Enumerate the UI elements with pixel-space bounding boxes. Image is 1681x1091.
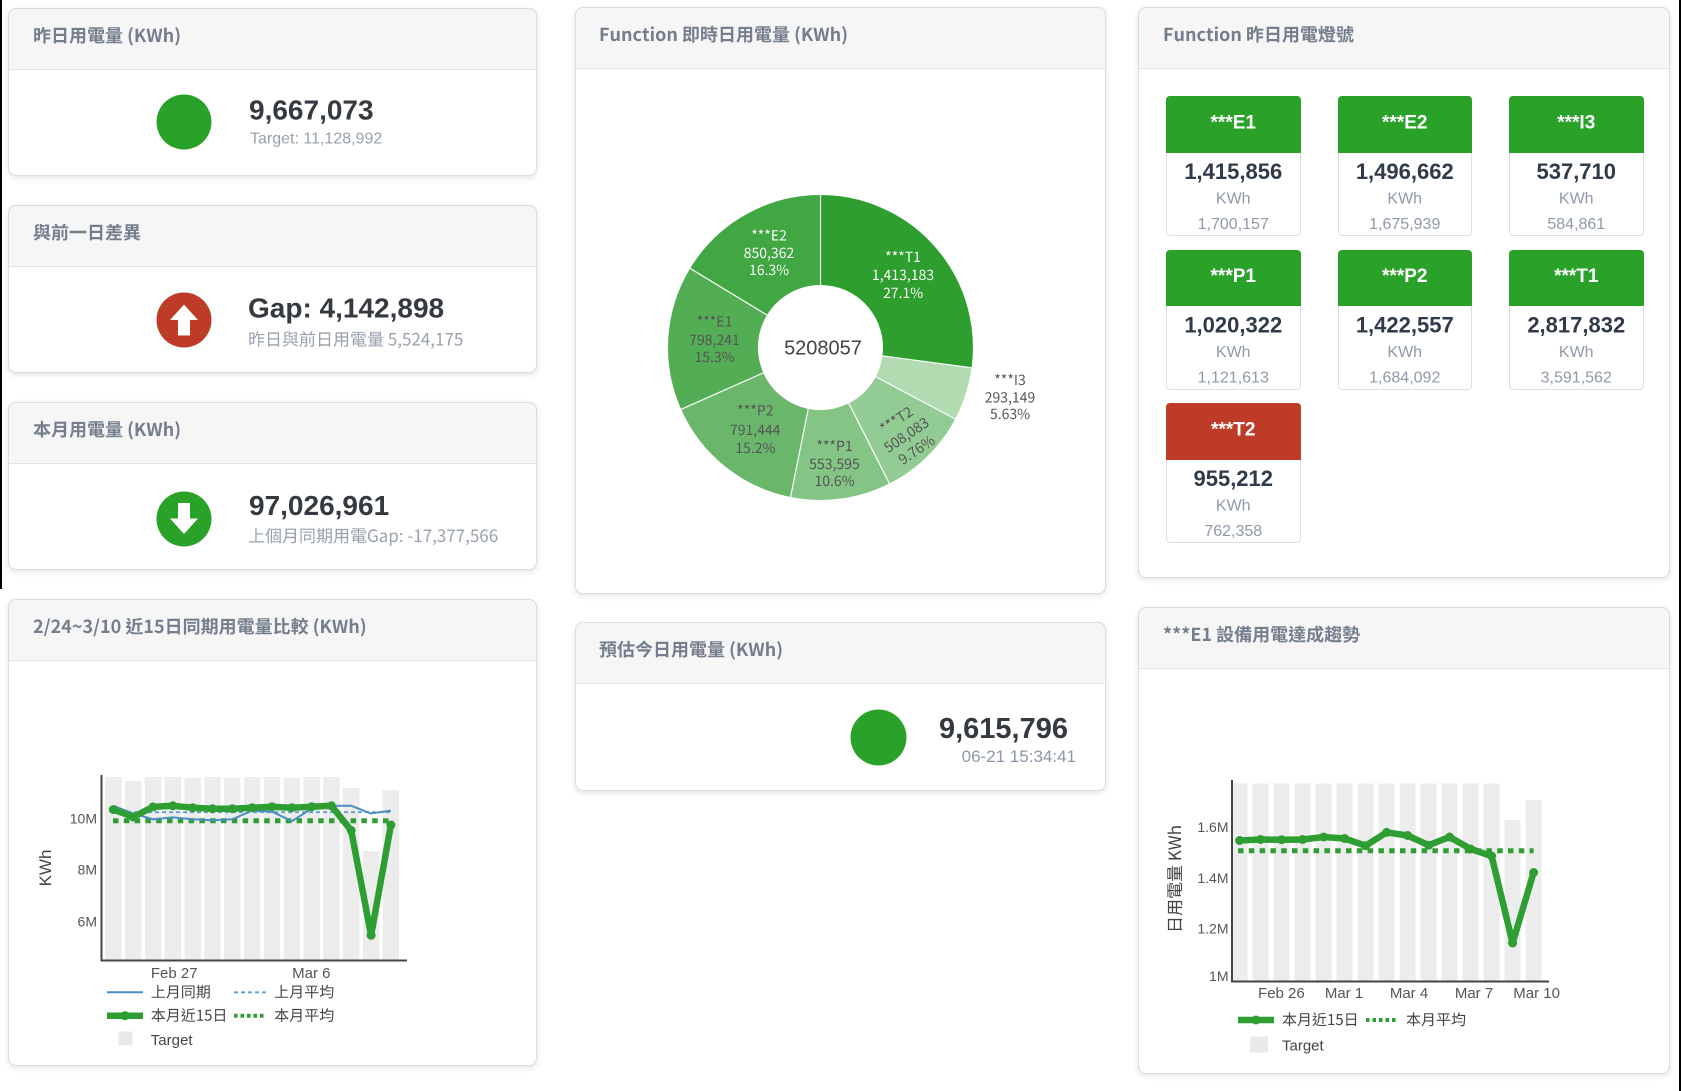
svg-text:1,422,557: 1,422,557 [1356, 312, 1454, 337]
svg-text:Mar 1: Mar 1 [1325, 985, 1363, 1002]
svg-text:537,710: 537,710 [1536, 159, 1616, 184]
svg-text:10M: 10M [70, 811, 97, 827]
svg-text:1,700,157: 1,700,157 [1198, 216, 1269, 233]
svg-text:1,121,613: 1,121,613 [1198, 369, 1269, 386]
svg-text:Target: 11,128,992: Target: 11,128,992 [250, 131, 382, 148]
svg-text:***T2: ***T2 [1211, 420, 1255, 441]
svg-text:762,358: 762,358 [1204, 523, 1262, 540]
svg-text:Target: Target [1282, 1038, 1325, 1055]
svg-text:Gap: 4,142,898: Gap: 4,142,898 [248, 293, 444, 324]
svg-text:9,615,796: 9,615,796 [939, 713, 1068, 745]
svg-text:1.6M: 1.6M [1197, 819, 1228, 835]
svg-text:***P2: ***P2 [1382, 266, 1427, 287]
svg-text:1M: 1M [1209, 968, 1228, 984]
svg-text:97,026,961: 97,026,961 [249, 490, 389, 521]
svg-text:8M: 8M [78, 862, 97, 878]
svg-text:1,675,939: 1,675,939 [1369, 216, 1440, 233]
svg-text:1.2M: 1.2M [1197, 921, 1228, 937]
svg-text:Feb 26: Feb 26 [1258, 985, 1305, 1002]
svg-text:***P1: ***P1 [1211, 266, 1257, 287]
svg-text:***I3: ***I3 [1557, 113, 1595, 134]
svg-text:Mar 7: Mar 7 [1455, 985, 1493, 1002]
svg-text:1,020,322: 1,020,322 [1184, 312, 1282, 337]
svg-text:***E1: ***E1 [1211, 113, 1257, 134]
svg-text:3,591,562: 3,591,562 [1541, 369, 1612, 386]
svg-text:955,212: 955,212 [1193, 466, 1273, 491]
svg-text:Target: Target [151, 1032, 194, 1049]
svg-text:9,667,073: 9,667,073 [249, 95, 374, 126]
svg-text:***E2: ***E2 [1382, 113, 1427, 134]
svg-text:KWh: KWh [1387, 191, 1422, 208]
svg-text:KWh: KWh [1559, 191, 1594, 208]
svg-text:KWh: KWh [1387, 344, 1422, 361]
svg-text:1.4M: 1.4M [1197, 870, 1228, 886]
svg-text:Mar 4: Mar 4 [1390, 985, 1428, 1002]
svg-text:5208057: 5208057 [784, 338, 862, 360]
svg-text:KWh: KWh [36, 850, 55, 887]
svg-text:06-21 15:34:41: 06-21 15:34:41 [962, 747, 1076, 766]
svg-text:1,496,662: 1,496,662 [1356, 159, 1454, 184]
svg-text:KWh: KWh [1216, 191, 1251, 208]
svg-text:Mar 10: Mar 10 [1513, 985, 1560, 1002]
svg-text:***T1: ***T1 [1554, 266, 1599, 287]
svg-text:Mar 6: Mar 6 [292, 965, 330, 982]
svg-text:Feb 27: Feb 27 [151, 965, 198, 982]
svg-text:KWh: KWh [1216, 344, 1251, 361]
svg-text:6M: 6M [78, 913, 97, 929]
svg-text:584,861: 584,861 [1547, 216, 1605, 233]
svg-text:KWh: KWh [1216, 498, 1251, 515]
svg-text:1,684,092: 1,684,092 [1369, 369, 1440, 386]
svg-text:2,817,832: 2,817,832 [1527, 312, 1625, 337]
svg-text:1,415,856: 1,415,856 [1184, 159, 1282, 184]
svg-text:KWh: KWh [1559, 344, 1594, 361]
